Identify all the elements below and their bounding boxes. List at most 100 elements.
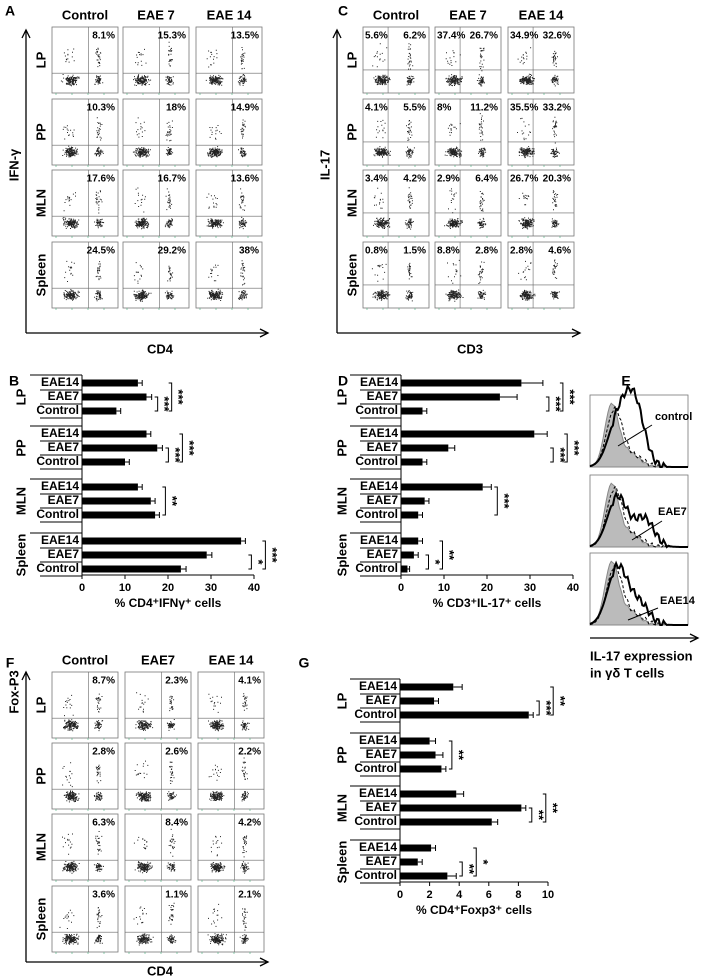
error-bar bbox=[206, 552, 213, 558]
group-label: PP bbox=[334, 439, 349, 457]
bar bbox=[82, 497, 151, 505]
category-label: EAE14 bbox=[360, 426, 398, 440]
event-dots bbox=[518, 259, 560, 301]
category-label: Control bbox=[354, 707, 397, 721]
flow-plot bbox=[122, 169, 190, 237]
category-label: Control bbox=[354, 814, 397, 828]
significance-stars: ** bbox=[442, 550, 457, 561]
sample-histogram bbox=[589, 490, 688, 549]
row-label: PP bbox=[344, 123, 359, 141]
error-bar bbox=[499, 394, 518, 400]
category-label: EAE14 bbox=[41, 375, 79, 389]
event-dots bbox=[133, 262, 175, 302]
event-dots bbox=[373, 187, 414, 230]
event-dots bbox=[207, 260, 248, 301]
row-label: LP bbox=[33, 51, 48, 68]
category-label: EAE14 bbox=[41, 533, 79, 547]
bar bbox=[401, 511, 419, 519]
percent-label: 11.2% bbox=[470, 103, 498, 114]
percent-label: 1.1% bbox=[165, 890, 188, 901]
error-bar bbox=[434, 698, 439, 704]
arrow-head bbox=[259, 957, 270, 967]
category-label: EAE14 bbox=[360, 479, 398, 493]
histogram-label: control bbox=[655, 411, 692, 423]
category-label: EAE14 bbox=[359, 733, 397, 747]
percent-label: 16.7% bbox=[158, 174, 186, 185]
category-label: EAE14 bbox=[41, 479, 79, 493]
percent-label: 33.2% bbox=[543, 103, 571, 114]
bar bbox=[82, 511, 156, 519]
percent-label: 5.5% bbox=[403, 103, 426, 114]
bar bbox=[400, 858, 418, 866]
significance-bracket bbox=[550, 686, 554, 716]
arrow-head bbox=[689, 633, 700, 643]
panel-letter: B bbox=[9, 373, 19, 389]
bar bbox=[82, 551, 207, 559]
y-axis-label: IL-17 bbox=[317, 150, 332, 180]
significance-stars: ** bbox=[462, 864, 477, 875]
error-bar bbox=[418, 512, 423, 518]
panel-letter: D bbox=[338, 373, 348, 389]
bar bbox=[82, 379, 138, 387]
category-label: Control bbox=[355, 403, 398, 417]
percent-label: 2.1% bbox=[238, 890, 261, 901]
group-label: Spleen bbox=[334, 841, 349, 884]
row-label: LP bbox=[33, 696, 48, 713]
bar bbox=[82, 430, 147, 438]
bar bbox=[400, 804, 522, 812]
error-bar bbox=[456, 791, 465, 797]
y-axis-label: IFN-γ bbox=[6, 148, 21, 181]
event-dots bbox=[372, 43, 415, 86]
significance-stars: *** bbox=[182, 440, 197, 456]
x-tick-label: 2 bbox=[427, 889, 433, 901]
percent-label: 8.4% bbox=[165, 818, 188, 829]
significance-bracket bbox=[168, 382, 173, 412]
error-bar bbox=[453, 684, 463, 690]
significance-bracket bbox=[425, 554, 429, 570]
group-label: LP bbox=[334, 692, 349, 709]
percent-label: 4.6% bbox=[548, 246, 571, 257]
x-axis-label: % CD4⁺Foxp3⁺ cells bbox=[416, 903, 532, 917]
percent-label: 38% bbox=[239, 246, 259, 257]
error-bar bbox=[241, 538, 246, 544]
bar bbox=[400, 737, 430, 745]
flow-plot bbox=[507, 26, 575, 94]
group-label: MLN bbox=[13, 487, 28, 515]
x-tick-label: 40 bbox=[248, 582, 260, 594]
significance-bracket bbox=[154, 396, 159, 412]
x-axis-label: CD4 bbox=[147, 341, 174, 356]
column-header: EAE 7 bbox=[449, 7, 487, 22]
percent-label: 2.8% bbox=[510, 246, 533, 257]
error-bar bbox=[521, 380, 544, 386]
flow-plot bbox=[51, 169, 119, 237]
significance-stars: * bbox=[476, 859, 491, 865]
bar bbox=[400, 711, 529, 719]
percent-label: 4.1% bbox=[238, 676, 261, 687]
significance-bracket bbox=[459, 861, 463, 877]
x-tick-label: 20 bbox=[162, 582, 174, 594]
flow-plot bbox=[362, 26, 430, 94]
percent-label: 26.7% bbox=[510, 174, 538, 185]
bar bbox=[401, 407, 423, 415]
category-label: EAE14 bbox=[360, 533, 398, 547]
error-bar bbox=[417, 859, 423, 865]
row-label: Spleen bbox=[33, 898, 48, 941]
x-axis-label: in γδ T cells bbox=[590, 665, 664, 680]
bar bbox=[401, 537, 419, 545]
category-label: Control bbox=[36, 507, 79, 521]
significance-stars: ** bbox=[531, 810, 546, 821]
percent-label: 3.6% bbox=[92, 890, 115, 901]
event-dots bbox=[62, 117, 104, 158]
panel-letter: E bbox=[621, 373, 630, 389]
error-bar bbox=[491, 819, 499, 825]
flow-plot bbox=[124, 813, 192, 881]
significance-stars: *** bbox=[157, 396, 172, 412]
event-dots bbox=[207, 119, 247, 158]
flow-plot bbox=[195, 26, 263, 94]
significance-stars: ** bbox=[553, 696, 568, 707]
event-dots bbox=[205, 47, 247, 86]
bar bbox=[82, 483, 138, 491]
error-bar bbox=[137, 380, 143, 386]
event-dots bbox=[517, 47, 559, 87]
x-tick-label: 20 bbox=[481, 582, 493, 594]
